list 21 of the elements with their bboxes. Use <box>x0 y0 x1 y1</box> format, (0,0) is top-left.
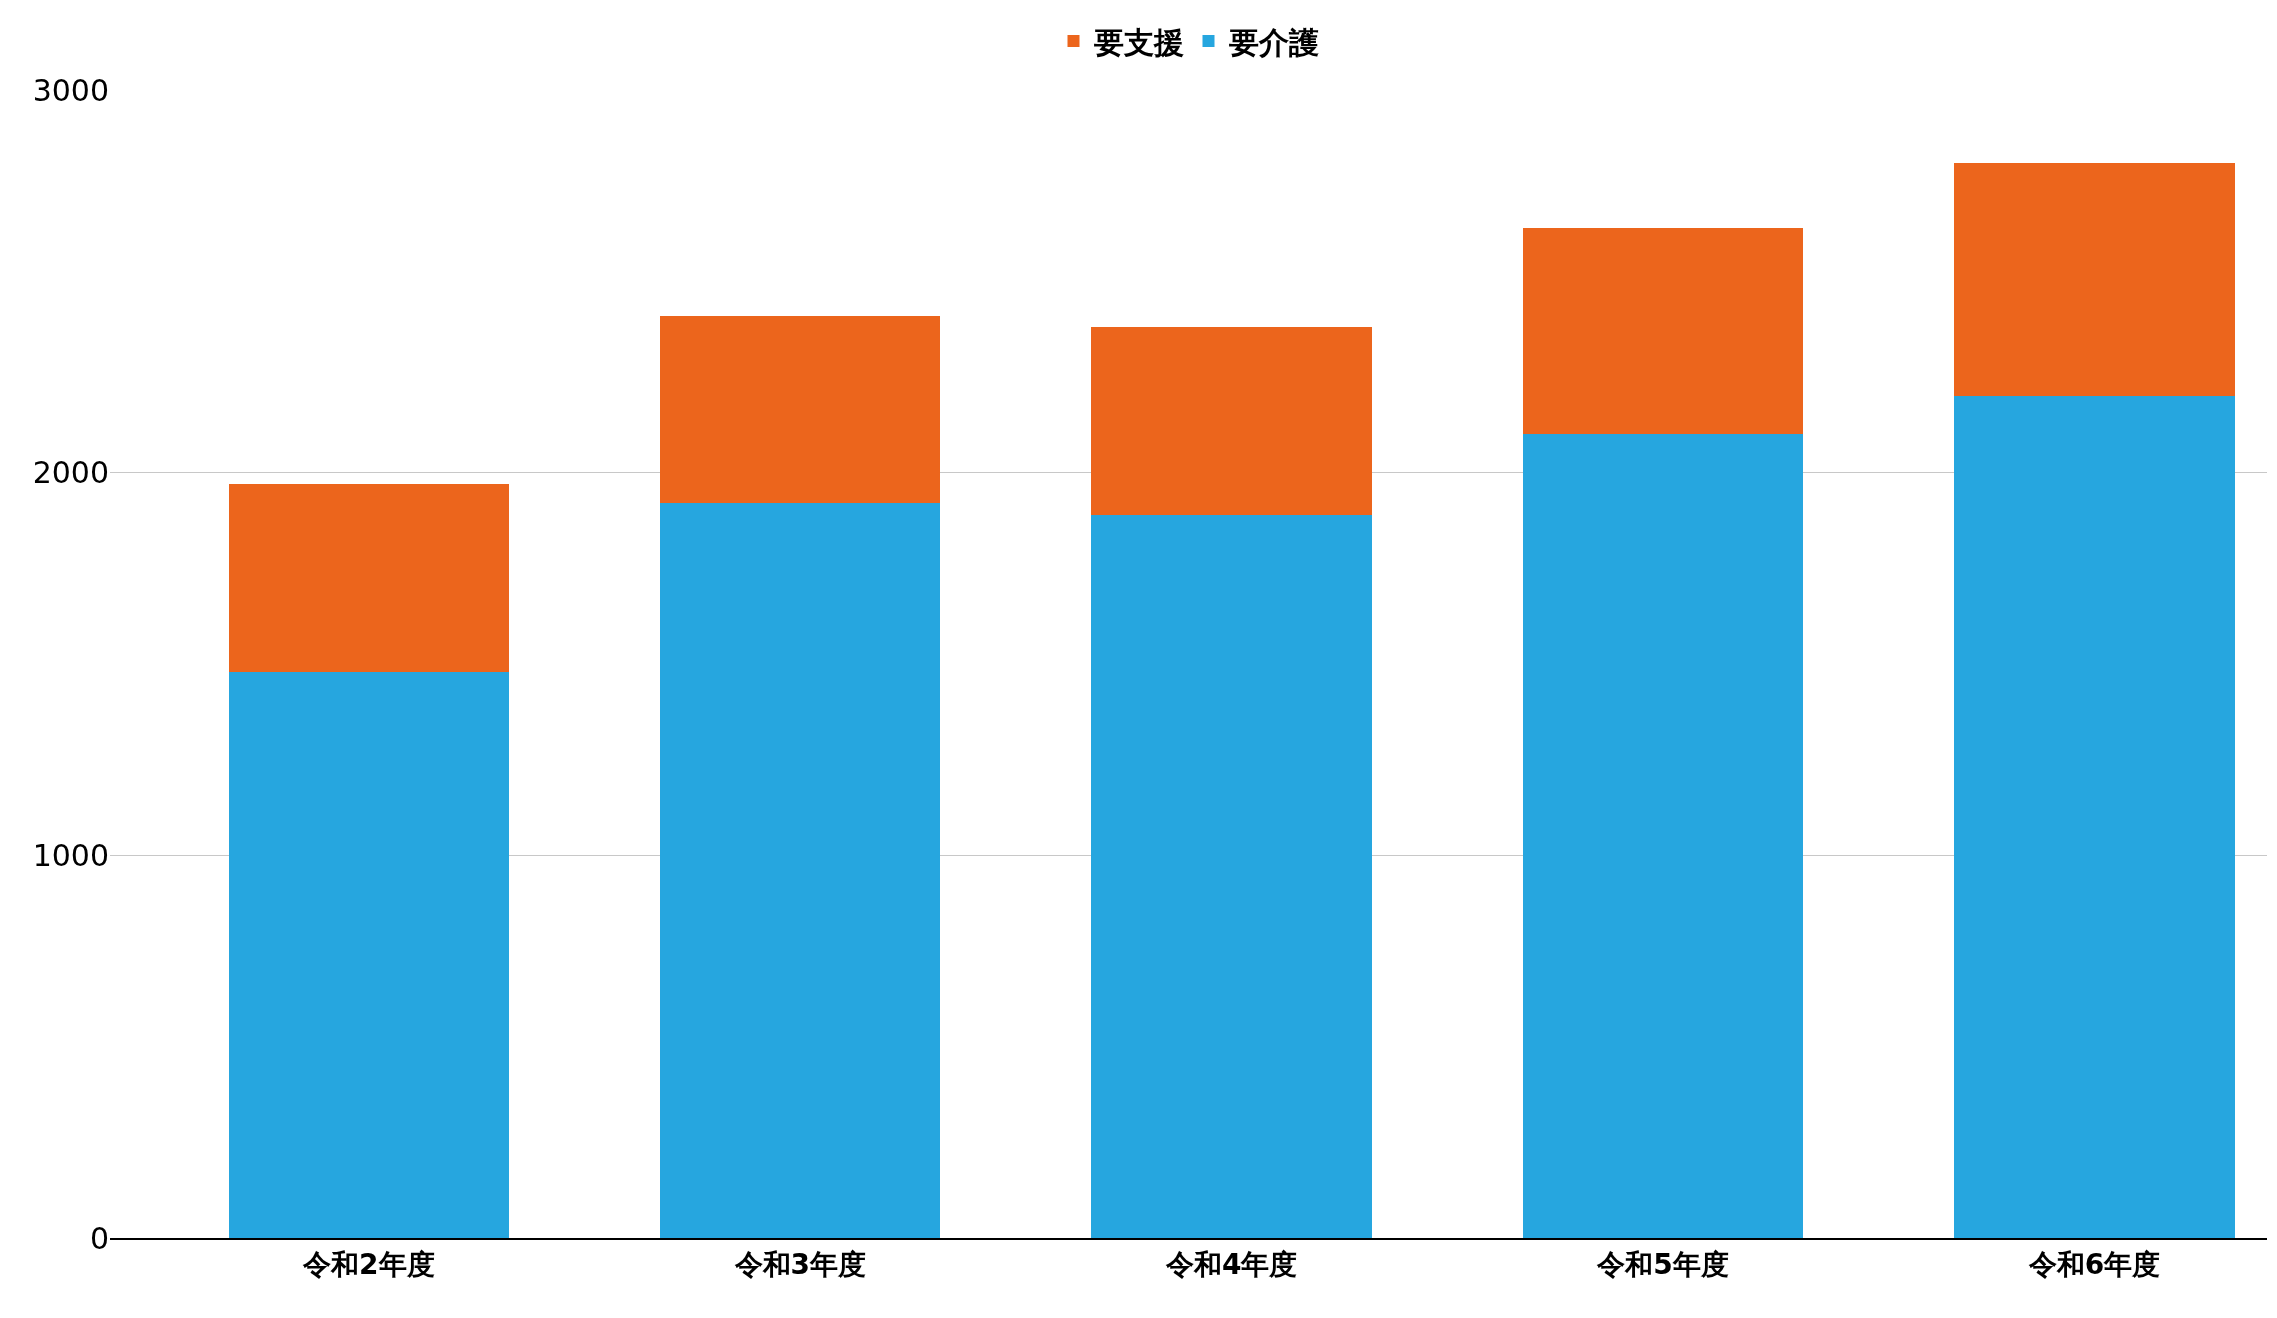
x-tick-label: 令和2年度 <box>302 1247 435 1281</box>
bar <box>1091 327 1372 515</box>
bar <box>1954 396 2235 1238</box>
y-tick-label: 1000 <box>32 837 109 873</box>
bar <box>228 671 510 1238</box>
x-tick-label: 令和3年度 <box>733 1247 866 1281</box>
legend-label: 要介護 <box>1228 24 1319 60</box>
y-tick-label: 2000 <box>32 455 109 491</box>
bar <box>1522 227 1804 435</box>
x-tick-label: 令和4年度 <box>1164 1247 1298 1281</box>
y-tick-label: 3000 <box>32 72 109 108</box>
bar <box>660 315 941 504</box>
bar <box>1954 162 2235 397</box>
bar <box>1091 514 1372 1238</box>
bar <box>1522 434 1804 1238</box>
bar <box>660 503 941 1238</box>
x-tick-label: 令和5年度 <box>1596 1247 1729 1281</box>
y-tick-label: 0 <box>89 1220 109 1256</box>
bar <box>228 484 510 672</box>
x-tick-label: 令和6年度 <box>2027 1247 2161 1281</box>
legend-label: 要支援 <box>1093 24 1184 60</box>
